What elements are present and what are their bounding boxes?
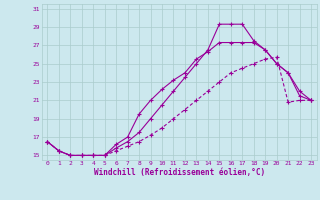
- X-axis label: Windchill (Refroidissement éolien,°C): Windchill (Refroidissement éolien,°C): [94, 168, 265, 177]
